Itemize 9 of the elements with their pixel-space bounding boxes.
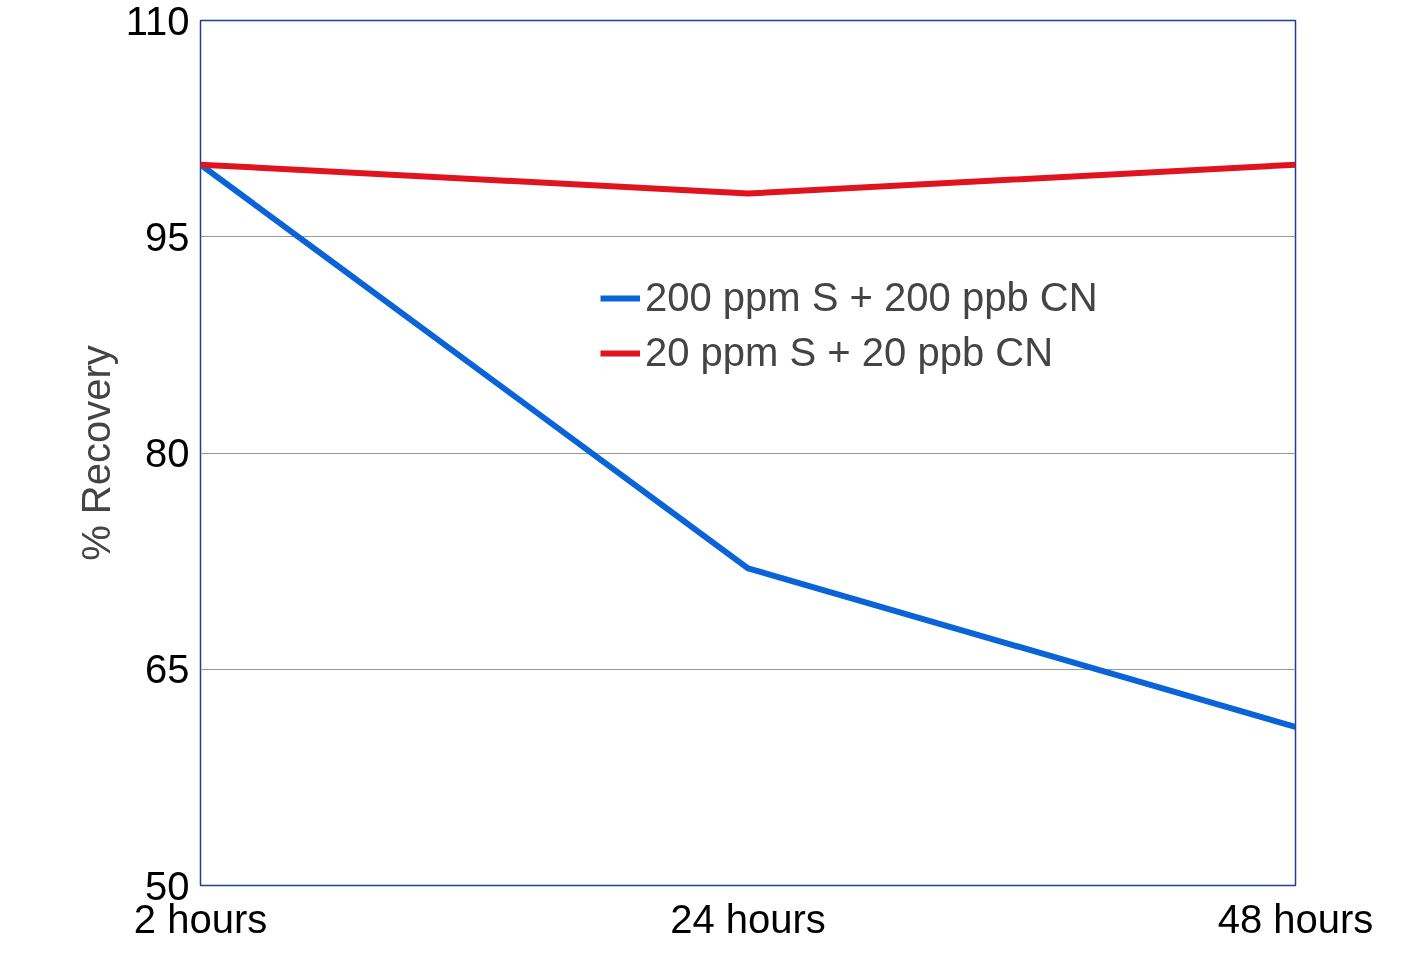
legend-label: 200 ppm S + 200 ppb CN	[645, 275, 1098, 320]
x-tick-label: 48 hours	[1217, 896, 1374, 941]
legend-label: 20 ppm S + 20 ppb CN	[645, 330, 1054, 375]
y-tick-label: 80	[145, 431, 190, 475]
x-tick-label: 24 hours	[670, 896, 826, 941]
y-tick-label: 110	[125, 0, 190, 43]
y-tick-label: 65	[145, 647, 190, 692]
y-tick-label: 95	[145, 214, 190, 259]
y-axis-title: % Recovery	[73, 345, 118, 561]
